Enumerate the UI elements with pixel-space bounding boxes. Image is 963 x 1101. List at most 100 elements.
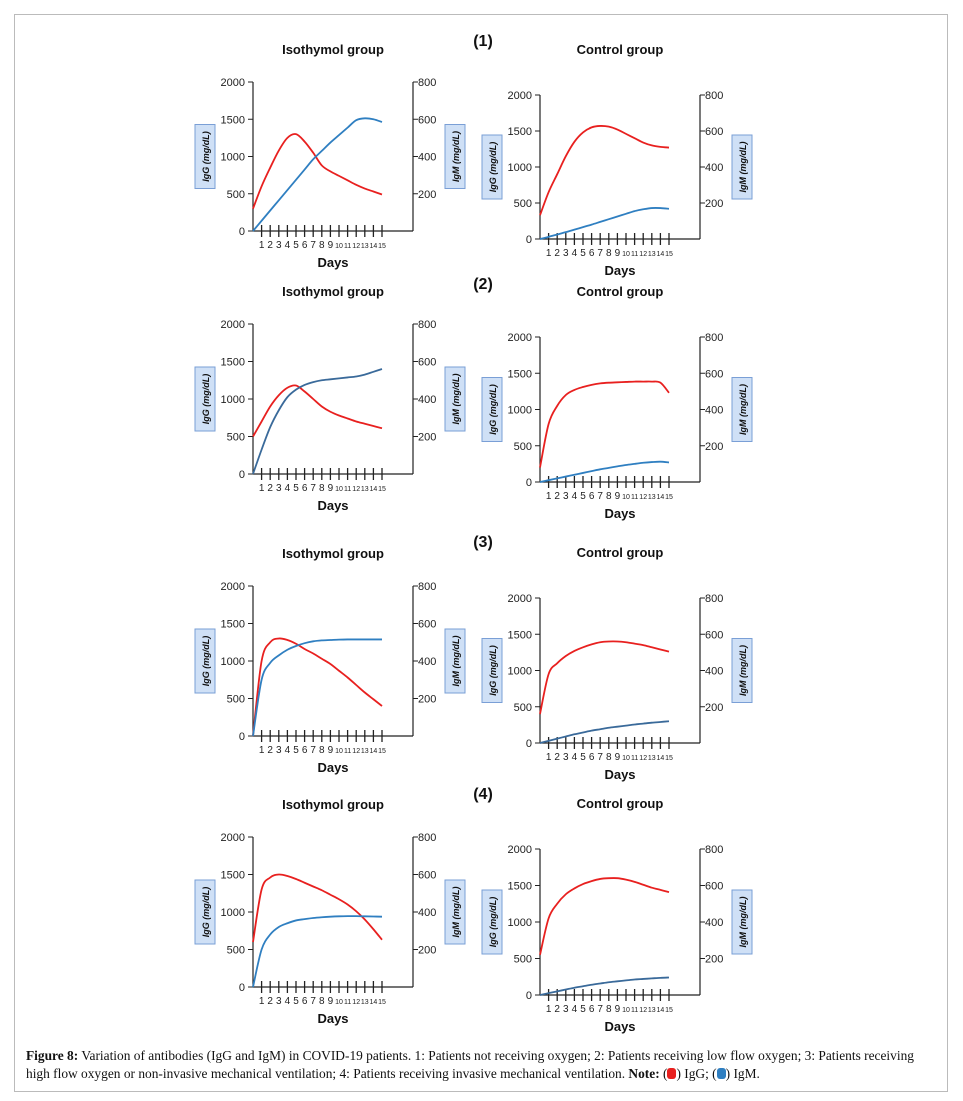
y-axis-title: IgG (mg/dL) — [481, 889, 503, 955]
y-tick-label: 500 — [514, 198, 532, 210]
series-line-igg — [539, 877, 670, 956]
x-tick-label: 13 — [361, 486, 369, 493]
x-tick-label: 14 — [657, 1007, 665, 1014]
x-tick-label: 1 — [259, 240, 265, 251]
chart-title: Control group — [577, 796, 664, 811]
x-tick-label: 13 — [648, 494, 656, 501]
x-axis-label: Days — [317, 1011, 348, 1026]
y-tick-label: 1500 — [508, 881, 532, 893]
y-tick-label: 1500 — [221, 870, 245, 882]
chart-title: Isothymol group — [282, 797, 384, 812]
x-tick-label: 7 — [597, 248, 603, 259]
x-tick-label: 1 — [546, 752, 552, 763]
x-tick-label: 6 — [589, 752, 595, 763]
x-tick-label: 9 — [615, 752, 621, 763]
x-tick-label: 3 — [563, 248, 569, 259]
series-line-igg — [539, 125, 670, 216]
y2-tick-label: 800 — [418, 319, 436, 331]
series-line-igg — [252, 637, 383, 737]
x-tick-label: 1 — [546, 491, 552, 502]
x-tick-label: 10 — [335, 243, 343, 250]
y-tick-label: 1000 — [508, 162, 532, 174]
x-tick-label: 2 — [267, 483, 273, 494]
y2-axis-title-text: IgM (mg/dL) — [738, 142, 748, 193]
x-tick-label: 11 — [344, 486, 351, 493]
chart-isothymol-4: Isothymol group 0 500 1000 1500 2000 200 400 600… — [194, 797, 466, 1026]
x-tick-label: 4 — [285, 483, 291, 494]
y-axis-title: IgG (mg/dL) — [481, 638, 503, 703]
x-tick-label: 4 — [572, 248, 578, 259]
y2-tick-label: 400 — [418, 394, 436, 406]
y2-axis-title-text: IgM (mg/dL) — [738, 645, 748, 696]
x-tick-label: 9 — [328, 996, 334, 1007]
x-tick-label: 9 — [615, 1004, 621, 1015]
x-tick-label: 7 — [310, 483, 316, 494]
x-tick-label: 14 — [370, 748, 378, 755]
x-tick-label: 2 — [267, 240, 273, 251]
y-tick-label: 1000 — [221, 656, 245, 668]
y-axis-title-box — [194, 124, 216, 189]
y2-axis-title-text: IgM (mg/dL) — [451, 887, 461, 938]
chart-control-3: Control group 0 500 1000 1500 2000 200 400 600 80… — [481, 545, 753, 782]
y2-axis-title: IgM (mg/dL) — [444, 879, 466, 945]
panel-number: (3) — [473, 534, 493, 551]
x-tick-label: 13 — [361, 748, 369, 755]
x-tick-label: 12 — [639, 494, 647, 501]
x-tick-label: 13 — [648, 1007, 656, 1014]
y2-tick-label: 800 — [705, 90, 723, 102]
x-tick-label: 11 — [631, 494, 638, 501]
series-line-igm — [539, 720, 670, 744]
chart-title: Control group — [577, 284, 664, 299]
x-tick-label: 15 — [665, 494, 673, 501]
x-tick-label: 9 — [328, 240, 334, 251]
x-tick-label: 5 — [580, 248, 586, 259]
y-tick-label: 1000 — [221, 907, 245, 919]
x-tick-label: 13 — [361, 243, 369, 250]
y2-tick-label: 800 — [418, 77, 436, 89]
y2-tick-label: 200 — [705, 954, 723, 966]
x-tick-label: 6 — [302, 996, 308, 1007]
x-tick-label: 5 — [580, 752, 586, 763]
y-axis-title: IgG (mg/dL) — [194, 366, 216, 432]
x-tick-label: 4 — [285, 996, 291, 1007]
x-tick-label: 1 — [546, 1004, 552, 1015]
x-tick-label: 11 — [631, 251, 638, 258]
x-tick-label: 4 — [572, 752, 578, 763]
y-axis-title: IgG (mg/dL) — [194, 628, 216, 694]
y2-tick-label: 800 — [705, 844, 723, 856]
y-tick-label: 1500 — [221, 619, 245, 631]
x-tick-label: 8 — [319, 745, 325, 756]
y2-tick-label: 200 — [705, 198, 723, 210]
y2-tick-label: 200 — [418, 945, 436, 957]
series-line-igg — [539, 380, 670, 468]
y2-axis-title-box — [444, 124, 466, 189]
x-tick-label: 11 — [631, 1007, 638, 1014]
x-tick-label: 9 — [328, 745, 334, 756]
x-tick-label: 1 — [259, 745, 265, 756]
x-tick-label: 2 — [554, 1004, 560, 1015]
y-axis-title-text: IgG (mg/dL) — [201, 887, 211, 938]
x-tick-label: 6 — [589, 248, 595, 259]
x-tick-label: 6 — [589, 491, 595, 502]
y-tick-label: 0 — [526, 234, 532, 246]
x-tick-label: 12 — [352, 748, 360, 755]
y2-axis-title-box — [731, 377, 753, 442]
y-axis-title-box — [481, 134, 503, 200]
y-tick-label: 0 — [239, 469, 245, 481]
series-line-igm — [539, 460, 670, 483]
y2-tick-label: 200 — [418, 694, 436, 706]
x-axis-label: Days — [317, 760, 348, 775]
chart-title: Isothymol group — [282, 546, 384, 561]
y-axis-title-box — [194, 366, 216, 432]
y-axis-title-text: IgG (mg/dL) — [488, 645, 498, 696]
x-tick-label: 2 — [554, 491, 560, 502]
y-tick-label: 500 — [227, 945, 245, 957]
y-tick-label: 1500 — [508, 368, 532, 380]
y-axis-title-box — [194, 628, 216, 694]
y2-tick-label: 800 — [705, 593, 723, 605]
x-axis-label: Days — [604, 767, 635, 782]
x-tick-label: 15 — [665, 1007, 673, 1014]
y2-tick-label: 600 — [418, 619, 436, 631]
x-tick-label: 2 — [267, 745, 273, 756]
x-tick-label: 5 — [580, 1004, 586, 1015]
